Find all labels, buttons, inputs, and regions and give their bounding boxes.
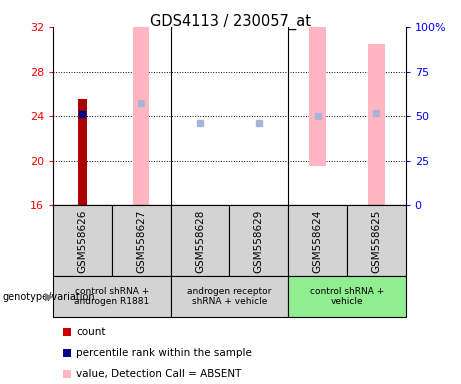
Text: GDS4113 / 230057_at: GDS4113 / 230057_at (150, 13, 311, 30)
Text: GSM558627: GSM558627 (136, 209, 146, 273)
Text: value, Detection Call = ABSENT: value, Detection Call = ABSENT (76, 369, 242, 379)
Bar (171, 276, 288, 317)
Text: count: count (76, 327, 106, 337)
Bar (53, 205, 112, 276)
Text: GSM558625: GSM558625 (371, 209, 381, 273)
Bar (368, 44, 384, 205)
Text: GSM558626: GSM558626 (77, 209, 88, 273)
Bar (230, 205, 288, 276)
Bar (133, 27, 149, 205)
Bar (63, 370, 71, 378)
Text: androgen receptor
shRNA + vehicle: androgen receptor shRNA + vehicle (187, 287, 272, 306)
Text: control shRNA +
androgen R1881: control shRNA + androgen R1881 (74, 287, 149, 306)
Bar (288, 276, 406, 317)
Bar (78, 99, 87, 205)
Bar (63, 349, 71, 357)
Bar (309, 27, 326, 166)
Bar (171, 205, 229, 276)
Bar (63, 328, 71, 336)
Text: ▶: ▶ (45, 291, 53, 302)
Text: GSM558629: GSM558629 (254, 209, 264, 273)
Bar (53, 276, 171, 317)
Text: genotype/variation: genotype/variation (2, 291, 95, 302)
Text: GSM558624: GSM558624 (313, 209, 323, 273)
Bar (347, 205, 406, 276)
Bar (112, 205, 171, 276)
Text: control shRNA +
vehicle: control shRNA + vehicle (310, 287, 384, 306)
Bar (288, 205, 347, 276)
Text: GSM558628: GSM558628 (195, 209, 205, 273)
Text: percentile rank within the sample: percentile rank within the sample (76, 348, 252, 358)
